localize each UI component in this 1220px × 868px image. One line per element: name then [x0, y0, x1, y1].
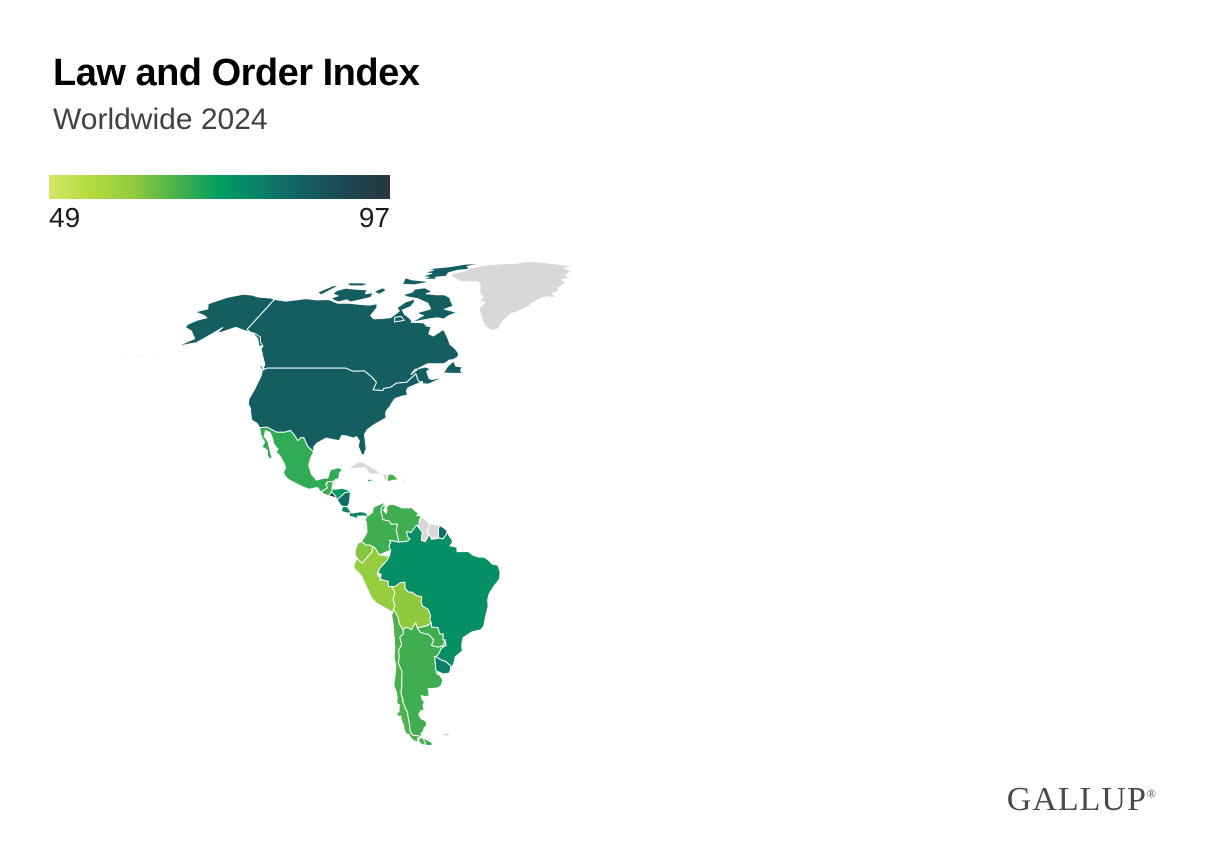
country-greenland[interactable]: [450, 260, 575, 332]
countries-layer: [118, 260, 575, 747]
country-haiti[interactable]: [378, 473, 389, 482]
registered-mark: ®: [1146, 786, 1157, 801]
country-canada[interactable]: [246, 262, 484, 392]
country-belize[interactable]: [331, 478, 337, 490]
country-jamaica[interactable]: [366, 478, 374, 483]
color-legend: 49 97: [49, 175, 390, 234]
country-cuba[interactable]: [347, 461, 382, 475]
country-dominican-republic[interactable]: [386, 473, 398, 483]
legend-max-label: 97: [358, 202, 390, 233]
country-argentina[interactable]: [397, 622, 447, 747]
country-united-states[interactable]: [118, 293, 421, 456]
page-title: Law and Order Index: [53, 52, 420, 94]
gallup-logo: GALLUP®: [1006, 781, 1157, 818]
country-el-salvador[interactable]: [328, 491, 337, 499]
legend-gradient-bar: [49, 175, 390, 199]
legend-min-label: 49: [49, 202, 81, 233]
country-mexico[interactable]: [259, 426, 343, 494]
country-falkland-islands[interactable]: [441, 732, 452, 737]
country-panama[interactable]: [348, 511, 368, 520]
page-subtitle: Worldwide 2024: [53, 103, 268, 136]
country-puerto-rico[interactable]: [400, 478, 407, 482]
country-costa-rica[interactable]: [340, 505, 352, 514]
